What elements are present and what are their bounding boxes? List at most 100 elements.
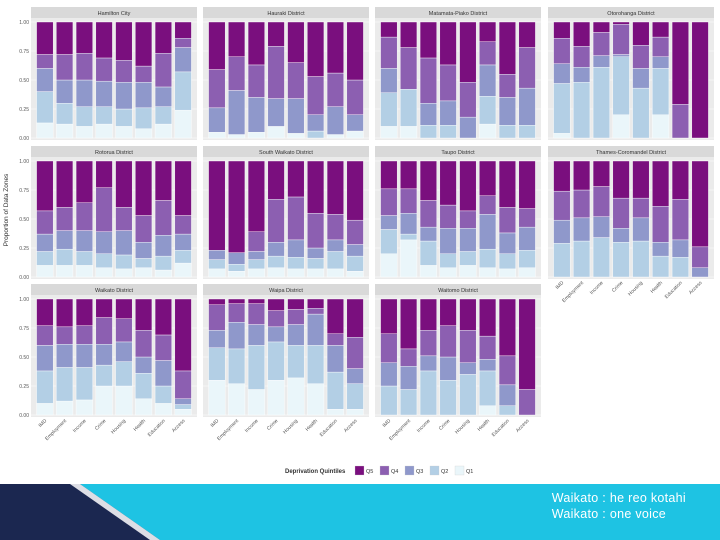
bar-segment-q5	[56, 160, 74, 208]
bar-segment-q5	[154, 21, 172, 54]
bar-segment-q1	[154, 269, 172, 278]
facet-title: Waitomo District	[438, 288, 478, 294]
bar-segment-q3	[75, 344, 93, 368]
bar-segment-q4	[346, 337, 364, 369]
bar-segment-q3	[479, 64, 497, 97]
bar-segment-q5	[498, 21, 516, 75]
bar-segment-q3	[267, 98, 285, 127]
bar-segment-q4	[691, 246, 709, 268]
bar-segment-q1	[135, 128, 153, 139]
y-tick-label: 1.00	[19, 159, 29, 165]
bar-segment-q5	[479, 21, 497, 42]
bar-segment-q5	[439, 298, 457, 326]
bar-segment-q5	[671, 160, 689, 200]
x-tick-label: IMD	[38, 418, 49, 429]
bar-segment-q2	[135, 258, 153, 268]
bar-segment-q1	[95, 123, 113, 139]
bar-segment-q1	[267, 267, 285, 278]
bar-segment-q3	[56, 79, 74, 104]
bar-segment-q3	[36, 345, 54, 372]
bar-segment-q3	[459, 362, 477, 375]
bar-segment-q4	[267, 310, 285, 328]
y-axis-label: Proportion of Data Zones	[3, 173, 10, 246]
bar-segment-q2	[154, 255, 172, 271]
y-tick-label: 0.00	[19, 136, 29, 142]
legend-label: Q5	[366, 469, 373, 475]
bar-segment-q5	[56, 21, 74, 55]
bar-segment-q5	[326, 160, 344, 215]
bar-segment-q5	[691, 160, 709, 248]
bar-segment-q2	[400, 89, 418, 127]
x-tick-label: Income	[416, 418, 432, 434]
bar-segment-q2	[36, 370, 54, 404]
facets-layer: Hamilton City 0.00 0.25 0.50 0.75 1.00 Hauraki…	[19, 7, 714, 442]
bar-segment-q2	[154, 106, 172, 125]
bar-segment-q3	[380, 215, 398, 230]
x-tick-label: Income	[244, 418, 260, 434]
bar-segment-q4	[247, 303, 265, 325]
x-tick-label: Employment	[44, 418, 68, 442]
bar-segment-q5	[75, 21, 93, 54]
bar-segment-q4	[115, 60, 133, 83]
bar-segment-q5	[380, 298, 398, 334]
bar-segment-q4	[174, 370, 192, 399]
x-tick-label: Education	[319, 418, 339, 438]
bar-segment-q5	[135, 298, 153, 331]
bar-segment-q2	[115, 361, 133, 387]
bar-segment-q1	[95, 385, 113, 416]
bar-segment-q4	[479, 41, 497, 66]
bar-segment-q4	[459, 82, 477, 118]
bar-segment-q5	[36, 160, 54, 212]
facet-panel: Rotorua District 0.00 0.25 0.50 0.75 1.00	[19, 146, 197, 281]
bar-segment-q4	[228, 56, 246, 91]
bar-segment-q2	[573, 240, 591, 278]
bar-segment-q3	[307, 313, 325, 346]
plot-background	[203, 18, 369, 140]
x-tick-label: Crime	[438, 418, 452, 432]
bar-segment-q3	[553, 63, 571, 84]
y-tick-label: 0.25	[19, 384, 29, 390]
facet-title: Hauraki District	[267, 11, 305, 17]
bar-segment-q1	[36, 265, 54, 278]
bar-segment-q3	[135, 356, 153, 374]
bar-segment-q3	[592, 55, 610, 68]
y-tick-label: 0.00	[19, 275, 29, 281]
bar-segment-q3	[154, 360, 172, 387]
bar-segment-q2	[380, 92, 398, 127]
bar-segment-q2	[498, 253, 516, 270]
footer-cyan-band	[80, 484, 720, 540]
bar-segment-q3	[612, 228, 630, 243]
bar-segment-q5	[135, 160, 153, 216]
bar-segment-q5	[307, 298, 325, 309]
legend-label: Q2	[441, 469, 448, 475]
facet-title: Otorohanga District	[607, 11, 655, 17]
bar-segment-q2	[174, 404, 192, 410]
bar-segment-q1	[400, 126, 418, 139]
bar-segment-q2	[247, 345, 265, 390]
bar-segment-q2	[174, 250, 192, 264]
facet-strip	[31, 7, 197, 18]
x-tick-label: IMD	[210, 418, 221, 429]
bar-segment-q2	[56, 102, 74, 125]
facet-title: South Waikato District	[259, 150, 313, 156]
bar-segment-q2	[400, 233, 418, 241]
bar-segment-q4	[459, 330, 477, 364]
bar-segment-q4	[380, 36, 398, 69]
bar-segment-q5	[287, 21, 305, 63]
bar-segment-q5	[228, 160, 246, 253]
bar-segment-q1	[267, 380, 285, 416]
bar-segment-q3	[518, 226, 536, 251]
bar-segment-q5	[439, 21, 457, 66]
bar-segment-q4	[573, 189, 591, 219]
x-tick-label: IMD	[555, 280, 566, 291]
bar-segment-q2	[439, 253, 457, 268]
bar-segment-q3	[612, 54, 630, 57]
bar-segment-q1	[75, 399, 93, 416]
bar-segment-q4	[592, 32, 610, 56]
bar-segment-q3	[95, 344, 113, 366]
bar-segment-q2	[419, 240, 437, 266]
bar-segment-q5	[419, 21, 437, 59]
bar-segment-q3	[498, 384, 516, 406]
bar-segment-q4	[36, 54, 54, 69]
